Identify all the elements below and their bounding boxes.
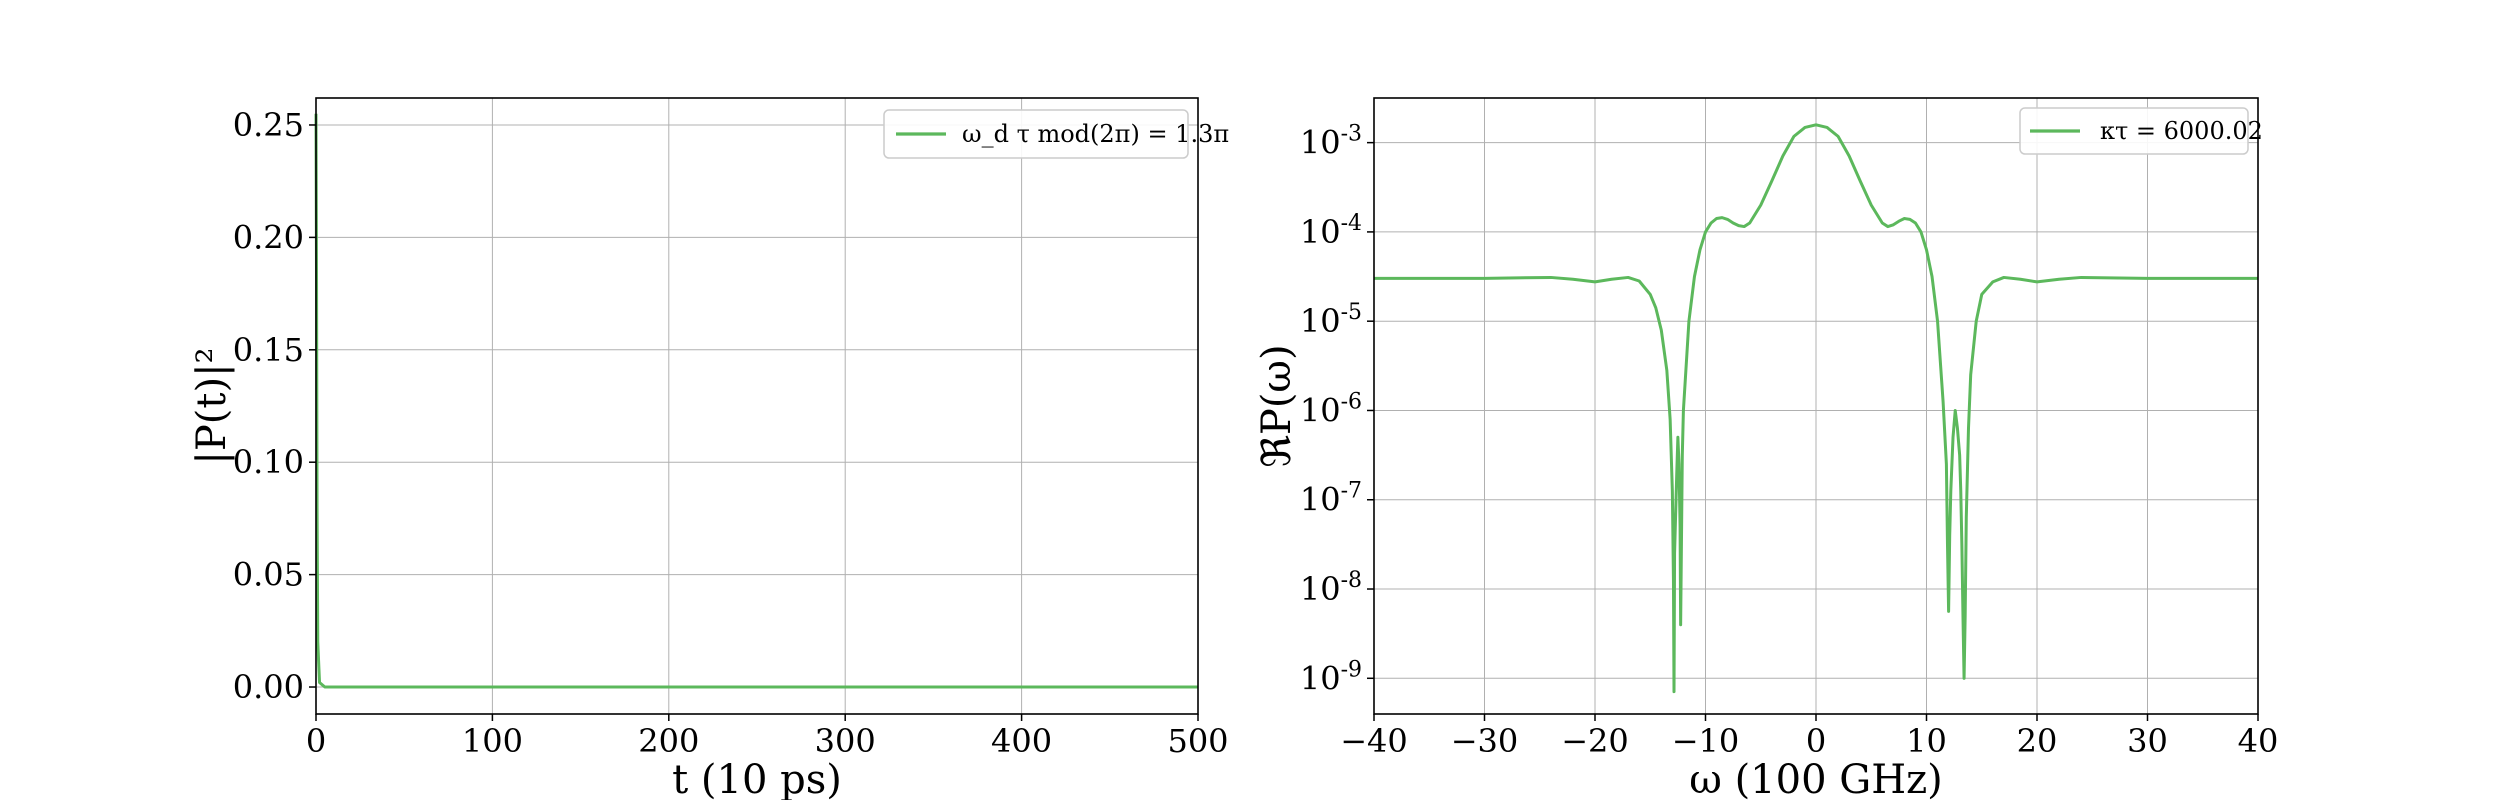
legend-label-left: ω_d τ mod(2π) = 1.3π [962, 120, 1229, 148]
tick-label-x-left: 100 [462, 722, 523, 760]
x-ticks-left: 0 100 200 300 400 500 [306, 714, 1229, 760]
tick-label-x-left: 400 [991, 722, 1052, 760]
tick-label-y-right: 10-3 [1300, 122, 1362, 162]
tick-label-y-left: 0.00 [233, 668, 304, 706]
tick-label-y-left: 0.15 [233, 331, 304, 369]
tick-label-y-left: 0.10 [233, 443, 304, 481]
tick-label-x-right: −40 [1340, 722, 1408, 760]
series-line-right [1374, 123, 2258, 694]
x-ticks-right: −40 −30 −20 −10 0 10 20 30 40 [1340, 714, 2278, 760]
y-axis-title-right: ℜP(ω) [1254, 344, 1300, 467]
tick-label-x-right: 10 [1906, 722, 1947, 760]
x-axis-title-left: t (10 ps) [672, 757, 842, 800]
tick-label-y-right: 10-4 [1300, 211, 1362, 251]
tick-label-y-right: 10-7 [1300, 479, 1362, 519]
legend-box-left [883, 109, 1189, 159]
tick-label-y-right: 10-9 [1300, 657, 1362, 697]
tick-label-y-left: 0.25 [233, 106, 304, 144]
x-axis-title-right: ω (100 GHz) [1689, 757, 1943, 800]
tick-label-x-left: 300 [815, 722, 876, 760]
tick-label-y-right: 10-8 [1300, 568, 1362, 608]
tick-label-x-left: 0 [306, 722, 326, 760]
plot-frame-left [315, 97, 1199, 715]
y-axis-title-left: |P(t)|² [189, 347, 235, 464]
chart-left: 0 100 200 300 400 500 0.00 0.05 0.10 0.15 0.20 0.2… [189, 97, 1229, 800]
legend-box-right [2019, 107, 2249, 155]
y-ticks-left: 0.00 0.05 0.10 0.15 0.20 0.25 [233, 106, 316, 706]
series-line-left [314, 113, 1198, 689]
tick-label-x-right: 30 [2127, 722, 2168, 760]
legend-left: ω_d τ mod(2π) = 1.3π [883, 109, 1229, 159]
tick-label-x-right: 0 [1806, 722, 1826, 760]
line-left-layer [314, 113, 1198, 689]
tick-label-x-right: −10 [1672, 722, 1740, 760]
tick-label-x-right: −30 [1451, 722, 1519, 760]
y-ticks-right: 10-9 10-8 10-7 10-6 10-5 10-4 10-3 [1300, 122, 1374, 697]
legend-label-right: κτ = 6000.02 [2100, 117, 2263, 145]
plot-area-left [316, 98, 1198, 714]
tick-label-x-right: −20 [1561, 722, 1629, 760]
tick-label-x-left: 200 [638, 722, 699, 760]
tick-label-y-right: 10-5 [1300, 300, 1362, 340]
tick-label-y-left: 0.20 [233, 218, 304, 256]
chart-right: −40 −30 −20 −10 0 10 20 30 40 10-910-810-710-610… [1254, 97, 2278, 800]
tick-label-y-left: 0.05 [233, 556, 304, 594]
line-right-layer [1374, 123, 2258, 694]
tick-label-x-right: 20 [2017, 722, 2058, 760]
legend-right: κτ = 6000.02 [2019, 107, 2263, 155]
tick-label-y-right: 10-6 [1300, 389, 1362, 429]
tick-label-x-left: 500 [1167, 722, 1228, 760]
tick-label-x-right: 40 [2238, 722, 2279, 760]
